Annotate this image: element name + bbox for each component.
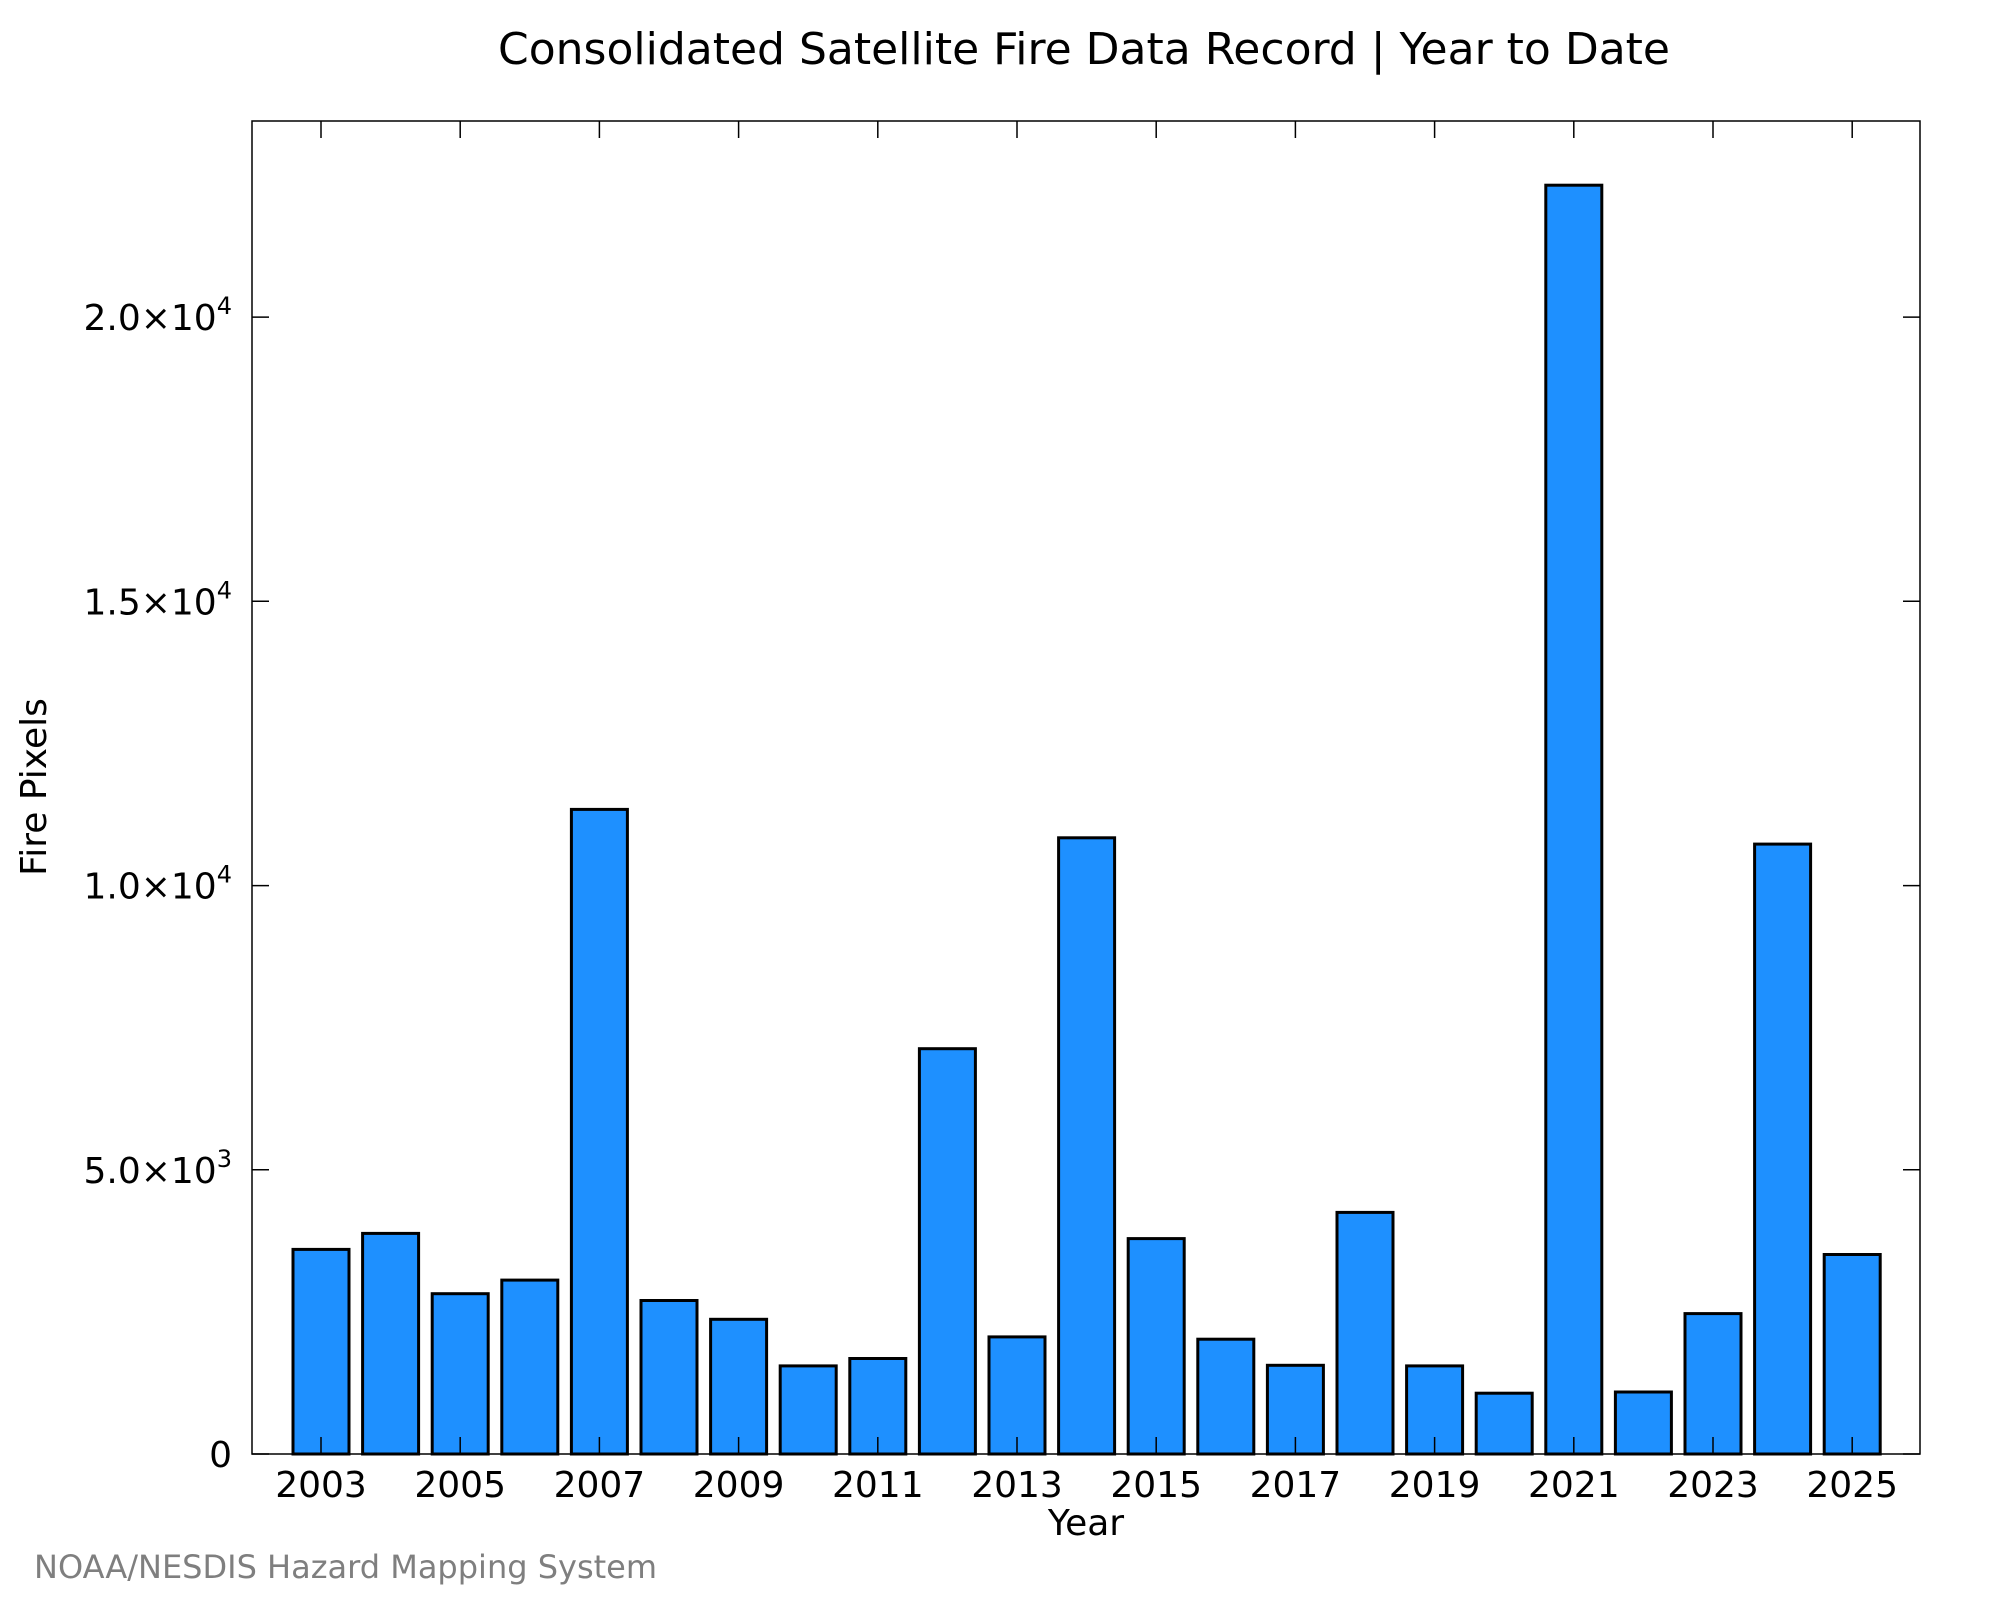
bar-2012: [917, 1047, 977, 1456]
bar-2023: [1683, 1312, 1743, 1456]
bars: [291, 183, 1882, 1456]
bar-2025: [1822, 1253, 1882, 1456]
y-tick-labels: 0 5.0×103 1.0×104 1.5×104 2.0×104: [83, 292, 232, 1476]
bar-2010: [778, 1364, 838, 1456]
bar-2021: [1544, 183, 1604, 1456]
x-tick-label-2007: 2007: [554, 1465, 646, 1506]
y-tick-label-15000: 1.5×104: [83, 576, 232, 623]
bar-2004: [361, 1231, 421, 1456]
y-tick-label-10000: 1.0×104: [83, 861, 232, 908]
bar-2016: [1196, 1337, 1256, 1456]
bar-2024: [1753, 842, 1813, 1456]
x-tick-label-2005: 2005: [414, 1465, 506, 1506]
bar-2015: [1126, 1237, 1186, 1456]
plot-frame: [251, 120, 1921, 1455]
credit-text: NOAA/NESDIS Hazard Mapping System: [34, 1548, 657, 1586]
y-tick-label-20000: 2.0×104: [83, 292, 232, 339]
y-axis-label: Fire Pixels: [14, 698, 55, 876]
x-tick-label-2023: 2023: [1667, 1465, 1759, 1506]
x-tick-label-2013: 2013: [971, 1465, 1063, 1506]
bar-2003: [291, 1247, 351, 1456]
x-tick-label-2009: 2009: [693, 1465, 785, 1506]
x-tick-label-2021: 2021: [1528, 1465, 1620, 1506]
x-axis-label: Year: [1047, 1503, 1124, 1544]
x-tick-label-2011: 2011: [832, 1465, 924, 1506]
x-tick-label-2019: 2019: [1389, 1465, 1481, 1506]
chart-title: Consolidated Satellite Fire Data Record …: [498, 24, 1670, 75]
bar-2022: [1613, 1390, 1673, 1456]
x-tick-label-2003: 2003: [275, 1465, 367, 1506]
x-tick-labels: 2003 2005 2007 2009 2011 2013 2015 2017 2019 2021…: [275, 1465, 1898, 1506]
x-tick-label-2015: 2015: [1110, 1465, 1202, 1506]
x-tick-label-2017: 2017: [1250, 1465, 1342, 1506]
bar-2005: [430, 1292, 490, 1456]
bar-2007: [569, 807, 629, 1456]
x-tick-label-2025: 2025: [1806, 1465, 1898, 1506]
y-tick-label-0: 0: [209, 1435, 232, 1476]
y-tick-label-5000: 5.0×103: [83, 1145, 232, 1192]
bar-2018: [1335, 1210, 1395, 1456]
bar-2009: [709, 1317, 769, 1456]
bar-2014: [1057, 836, 1117, 1456]
bar-2008: [639, 1299, 699, 1456]
bar-2020: [1474, 1391, 1534, 1456]
bar-2006: [500, 1278, 560, 1456]
bar-2013: [987, 1335, 1047, 1456]
